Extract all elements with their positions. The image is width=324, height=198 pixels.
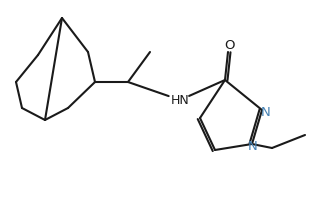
- Text: N: N: [248, 140, 258, 152]
- Text: N: N: [261, 106, 271, 118]
- Text: O: O: [225, 38, 235, 51]
- Text: HN: HN: [171, 93, 189, 107]
